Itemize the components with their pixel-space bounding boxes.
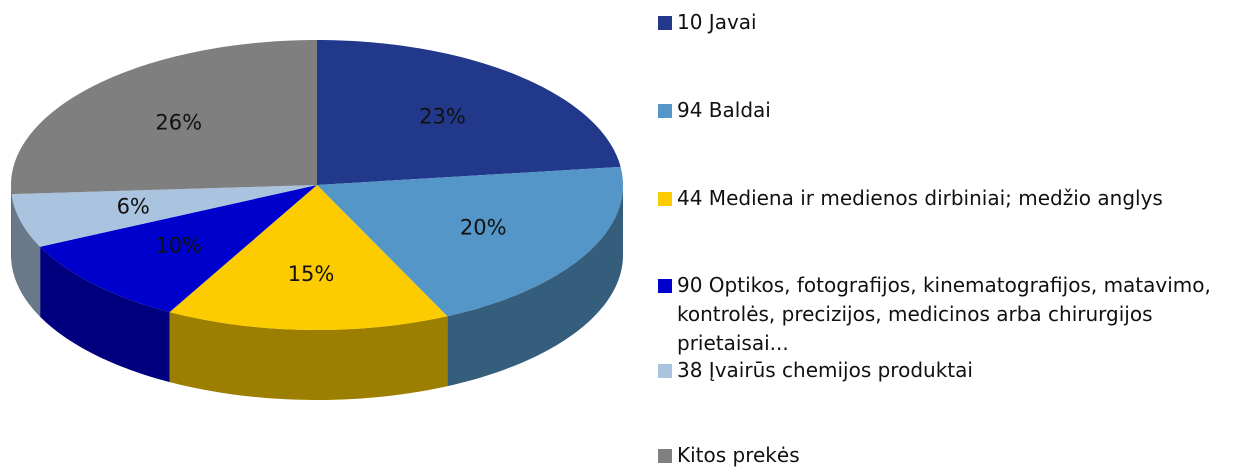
legend-swatch <box>658 104 672 118</box>
legend-label: Kitos prekės <box>677 443 800 467</box>
slice <box>11 185 317 247</box>
slice-side <box>40 246 170 383</box>
slice <box>169 185 448 330</box>
data-label: 15% <box>288 262 335 286</box>
data-label: 20% <box>460 215 507 239</box>
legend-swatch <box>658 364 672 378</box>
legend-label: 94 Baldai <box>677 98 771 122</box>
legend-item: 94 Baldai <box>658 96 1248 125</box>
slice <box>317 40 621 185</box>
slice-side <box>447 185 623 387</box>
data-label: 23% <box>419 105 466 129</box>
legend-label: 38 Įvairūs chemijos produktai <box>677 358 973 382</box>
legend-label: 10 Javai <box>677 10 757 34</box>
legend-label: 44 Mediena ir medienos dirbiniai; medžio… <box>677 186 1163 210</box>
legend-swatch <box>658 449 672 463</box>
legend-swatch <box>658 279 672 293</box>
data-label: 10% <box>155 234 202 258</box>
legend-swatch <box>658 192 672 206</box>
legend-item: 90 Optikos, fotografijos, kinematografij… <box>658 271 1248 358</box>
legend-item: Kitos prekės <box>658 441 1248 470</box>
legend-label: 90 Optikos, fotografijos, kinematografij… <box>677 273 1211 355</box>
slice <box>40 185 317 313</box>
slice-side <box>11 185 12 265</box>
legend-swatch <box>658 16 672 30</box>
slice-side <box>169 312 448 400</box>
legend-item: 44 Mediena ir medienos dirbiniai; medžio… <box>658 184 1248 213</box>
slice <box>11 40 318 195</box>
data-label: 6% <box>117 194 150 218</box>
slice <box>317 166 623 317</box>
data-label: 26% <box>155 110 202 134</box>
slice-side <box>11 194 41 317</box>
legend-item: 38 Įvairūs chemijos produktai <box>658 356 1248 385</box>
legend-item: 10 Javai <box>658 8 1248 37</box>
chart: 23% 20% 15% 10%6% 26% <box>11 40 623 400</box>
